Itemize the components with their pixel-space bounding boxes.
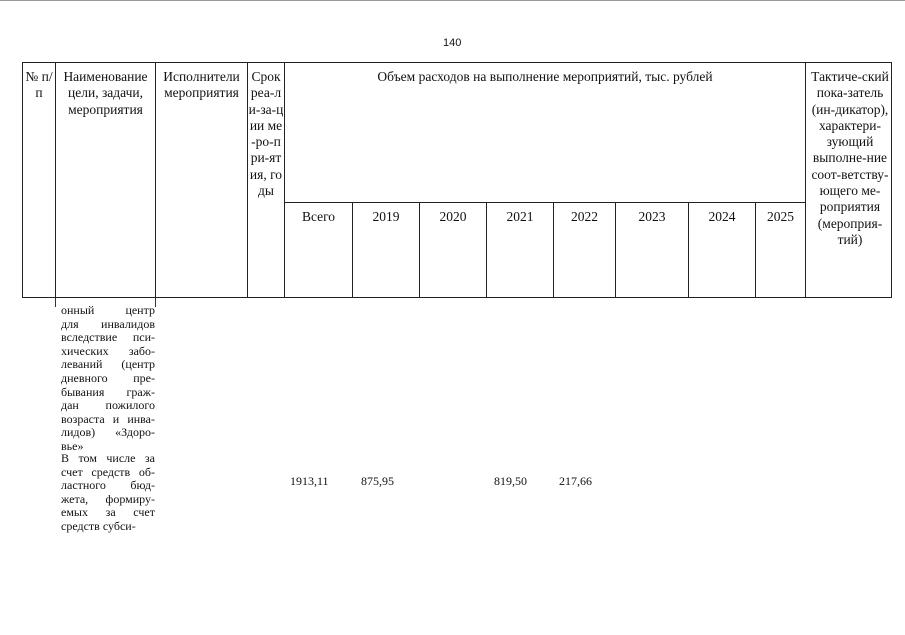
header-year: 2020 <box>439 209 467 224</box>
divider <box>55 63 56 297</box>
divider <box>805 63 806 297</box>
text-line: для инвалидов <box>61 316 155 331</box>
text-line: леваний (центр <box>61 357 155 372</box>
divider <box>688 202 689 297</box>
text-line: средств субси- <box>61 518 136 533</box>
text-line: счет средств об- <box>61 464 155 479</box>
header-total: Всего <box>301 209 336 224</box>
row-name-text: В том числе за счет средств об-ластного б… <box>61 451 155 534</box>
header-number: № п/п <box>25 69 53 101</box>
header-year: 2025 <box>767 209 794 224</box>
divider <box>755 202 756 297</box>
header-name: Наименование цели, задачи, мероприятия <box>63 69 148 117</box>
header-year: 2019 <box>372 209 400 224</box>
cell-2022: 217,66 <box>559 474 592 488</box>
text-line: вье» <box>61 438 84 453</box>
page-number: 140 <box>443 37 462 49</box>
header-indicator: Тактиче-ский пока-затель (ин-дикатор), х… <box>811 69 889 247</box>
divider <box>284 202 805 203</box>
scan-edge <box>0 0 905 1</box>
text-line: бывания граж- <box>61 384 155 399</box>
cell-total: 1913,11 <box>290 474 329 488</box>
text-line: ластного бюд- <box>61 478 155 493</box>
row-name-text: онный центр для инвалидов вследствие пси-х… <box>61 303 155 454</box>
text-line: вследствие пси- <box>61 330 155 345</box>
divider <box>615 202 616 297</box>
header-term-text: Срок реа-ли-за-ции ме-ро-при-ятия, годы <box>248 69 284 199</box>
cell-2021: 819,50 <box>494 474 527 488</box>
text-line: возраста и инва- <box>61 411 155 426</box>
text-line: онный центр <box>61 303 155 317</box>
header-year: 2022 <box>571 209 598 224</box>
text-line: лидов) «Здоро- <box>61 425 155 440</box>
text-line: В том числе за <box>61 451 155 465</box>
divider <box>352 202 353 297</box>
header-term: Срок реа-ли-за-ции ме-ро-при-ятия, годы <box>248 69 284 199</box>
table-header: № п/п Наименование цели, задачи, меропри… <box>22 62 892 298</box>
header-year: 2024 <box>708 209 736 224</box>
divider <box>155 298 156 307</box>
cell-2019: 875,95 <box>361 474 394 488</box>
text-line: жета, формиру- <box>61 491 155 506</box>
divider <box>55 298 56 307</box>
header-year: 2023 <box>638 209 666 224</box>
header-executors: Исполнители мероприятия <box>163 69 240 101</box>
divider <box>284 63 285 297</box>
header-expenses: Объем расходов на выполнение мероприятий… <box>377 69 713 84</box>
divider <box>247 63 248 297</box>
text-line: хических забо- <box>61 343 155 358</box>
divider <box>155 63 156 297</box>
text-line: емых за счет <box>61 505 155 520</box>
divider <box>419 202 420 297</box>
divider <box>486 202 487 297</box>
divider <box>553 202 554 297</box>
header-year: 2021 <box>506 209 534 224</box>
text-line: дан пожилого <box>61 398 155 413</box>
text-line: дневного пре- <box>61 370 155 385</box>
